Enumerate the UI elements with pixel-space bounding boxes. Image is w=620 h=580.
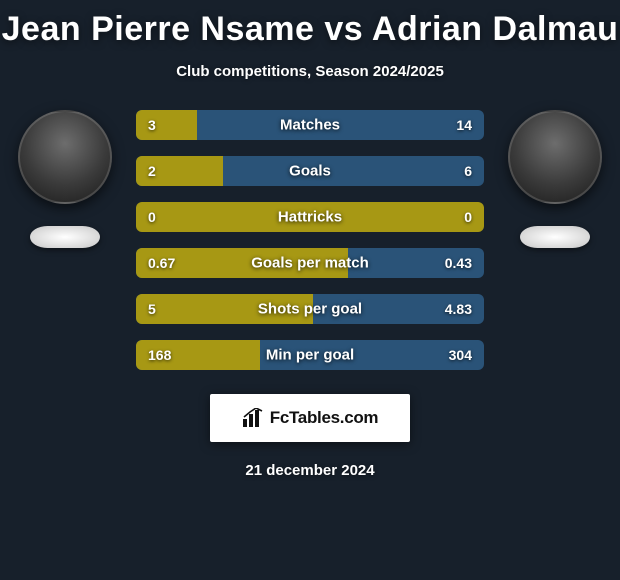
- comparison-content: 3Matches14 2Goals6 0Hattricks0 0.67Goals pe…: [0, 110, 620, 370]
- brand-text: FcTables.com: [270, 408, 379, 428]
- player-left-column: [10, 110, 120, 248]
- stat-label: Goals per match: [136, 255, 484, 272]
- brand-badge[interactable]: FcTables.com: [210, 394, 410, 442]
- page-title: Jean Pierre Nsame vs Adrian Dalmau: [0, 0, 620, 49]
- stat-label: Goals: [136, 163, 484, 180]
- stat-bar: 3Matches14: [136, 110, 484, 140]
- stat-label: Hattricks: [136, 209, 484, 226]
- player-right-avatar: [508, 110, 602, 204]
- subtitle: Club competitions, Season 2024/2025: [0, 63, 620, 80]
- player-left-avatar: [18, 110, 112, 204]
- stat-bar: 5Shots per goal4.83: [136, 294, 484, 324]
- stat-bar: 168Min per goal304: [136, 340, 484, 370]
- stat-label: Matches: [136, 117, 484, 134]
- brand-chart-icon: [242, 408, 264, 428]
- player-right-column: [500, 110, 610, 248]
- stat-label: Shots per goal: [136, 301, 484, 318]
- stat-value-right: 14: [456, 117, 472, 133]
- stat-value-right: 0: [464, 209, 472, 225]
- stat-value-right: 0.43: [445, 255, 472, 271]
- stat-bar: 0.67Goals per match0.43: [136, 248, 484, 278]
- player-left-flag: [30, 226, 100, 248]
- stat-label: Min per goal: [136, 347, 484, 364]
- stats-column: 3Matches14 2Goals6 0Hattricks0 0.67Goals pe…: [136, 110, 484, 370]
- player-right-flag: [520, 226, 590, 248]
- stat-value-right: 4.83: [445, 301, 472, 317]
- stat-bar: 0Hattricks0: [136, 202, 484, 232]
- stat-value-right: 6: [464, 163, 472, 179]
- footer-date: 21 december 2024: [0, 462, 620, 479]
- stat-bar: 2Goals6: [136, 156, 484, 186]
- stat-value-right: 304: [449, 347, 472, 363]
